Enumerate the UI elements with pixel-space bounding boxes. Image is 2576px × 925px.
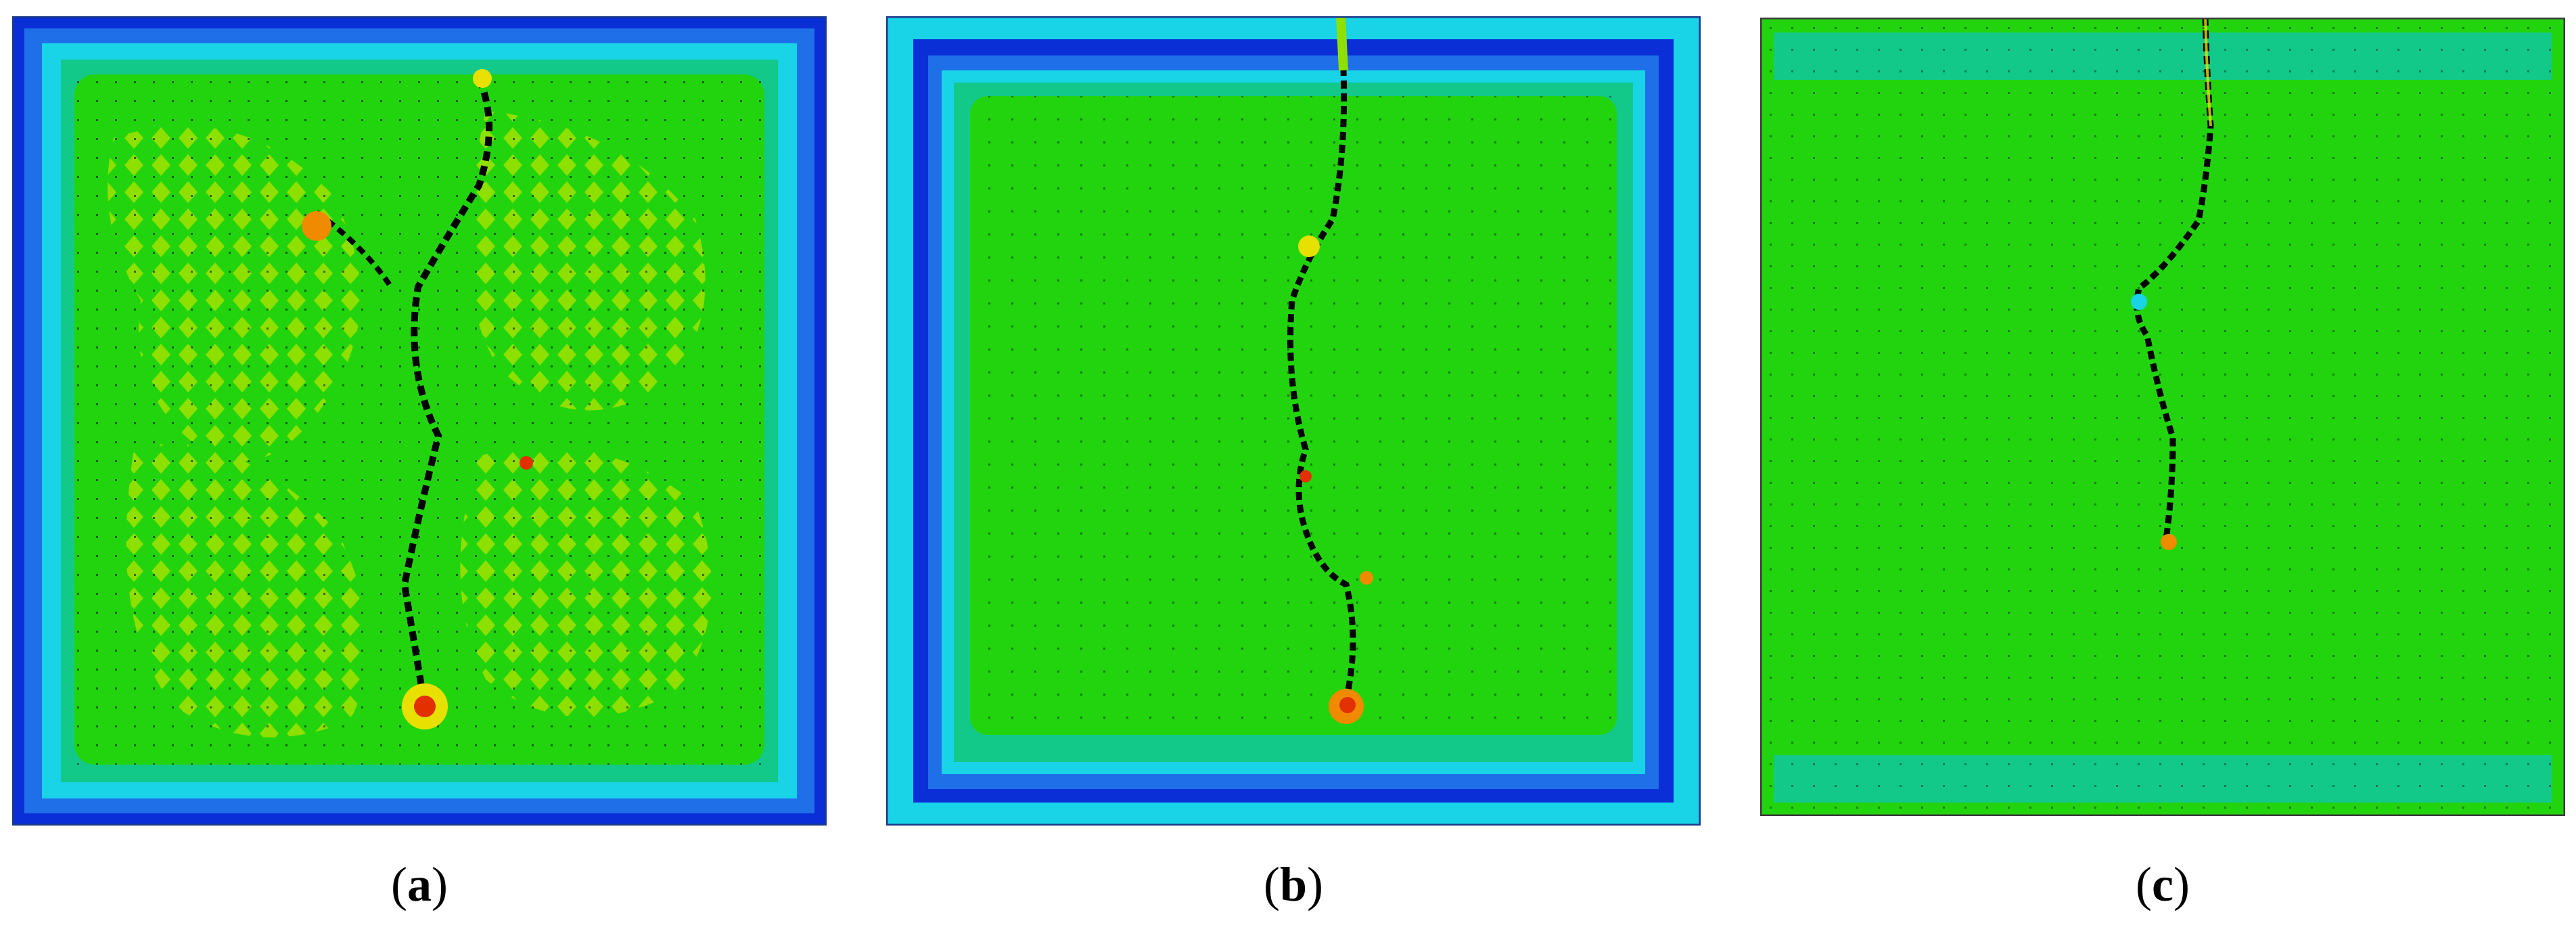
hotspot-cyan [2131,294,2147,310]
hotspot-bottom [2161,534,2177,550]
caption-a: (a) [391,857,448,911]
hotspot-mid [1300,470,1312,482]
panel-c-border [1760,18,2565,816]
hotspot-left [302,211,331,241]
mesh-nodes [1760,18,2565,816]
hotspot-mid [520,456,533,470]
panel-c [1760,18,2565,816]
crack-top-stem [2204,18,2212,127]
panel-a-contour [12,16,827,826]
panel-b-border [886,16,1701,826]
caption-b-label: b [1279,857,1308,911]
mesh-nodes [970,96,1617,735]
panel-b-contour [886,16,1701,826]
mesh-nodes [74,74,764,765]
crack-path-branch [315,210,394,289]
crack-top-stem [1336,16,1348,71]
caption-b: (b) [1263,857,1323,911]
panel-a [12,16,827,826]
hotspot-upper [1298,235,1320,257]
hotspot-bottom [1339,697,1356,713]
crack-path-main [400,76,492,707]
panel-c-contour [1760,18,2565,816]
hotspot-bottom [414,696,436,717]
caption-c: (c) [2136,857,2190,911]
caption-a-label: a [407,857,432,911]
hotspot-top [473,69,492,88]
crack-path-main [1287,16,1356,700]
caption-c-label: c [2152,857,2174,911]
hotspot-right [1360,571,1373,585]
panel-a-border [12,16,827,826]
panel-b [886,16,1701,826]
